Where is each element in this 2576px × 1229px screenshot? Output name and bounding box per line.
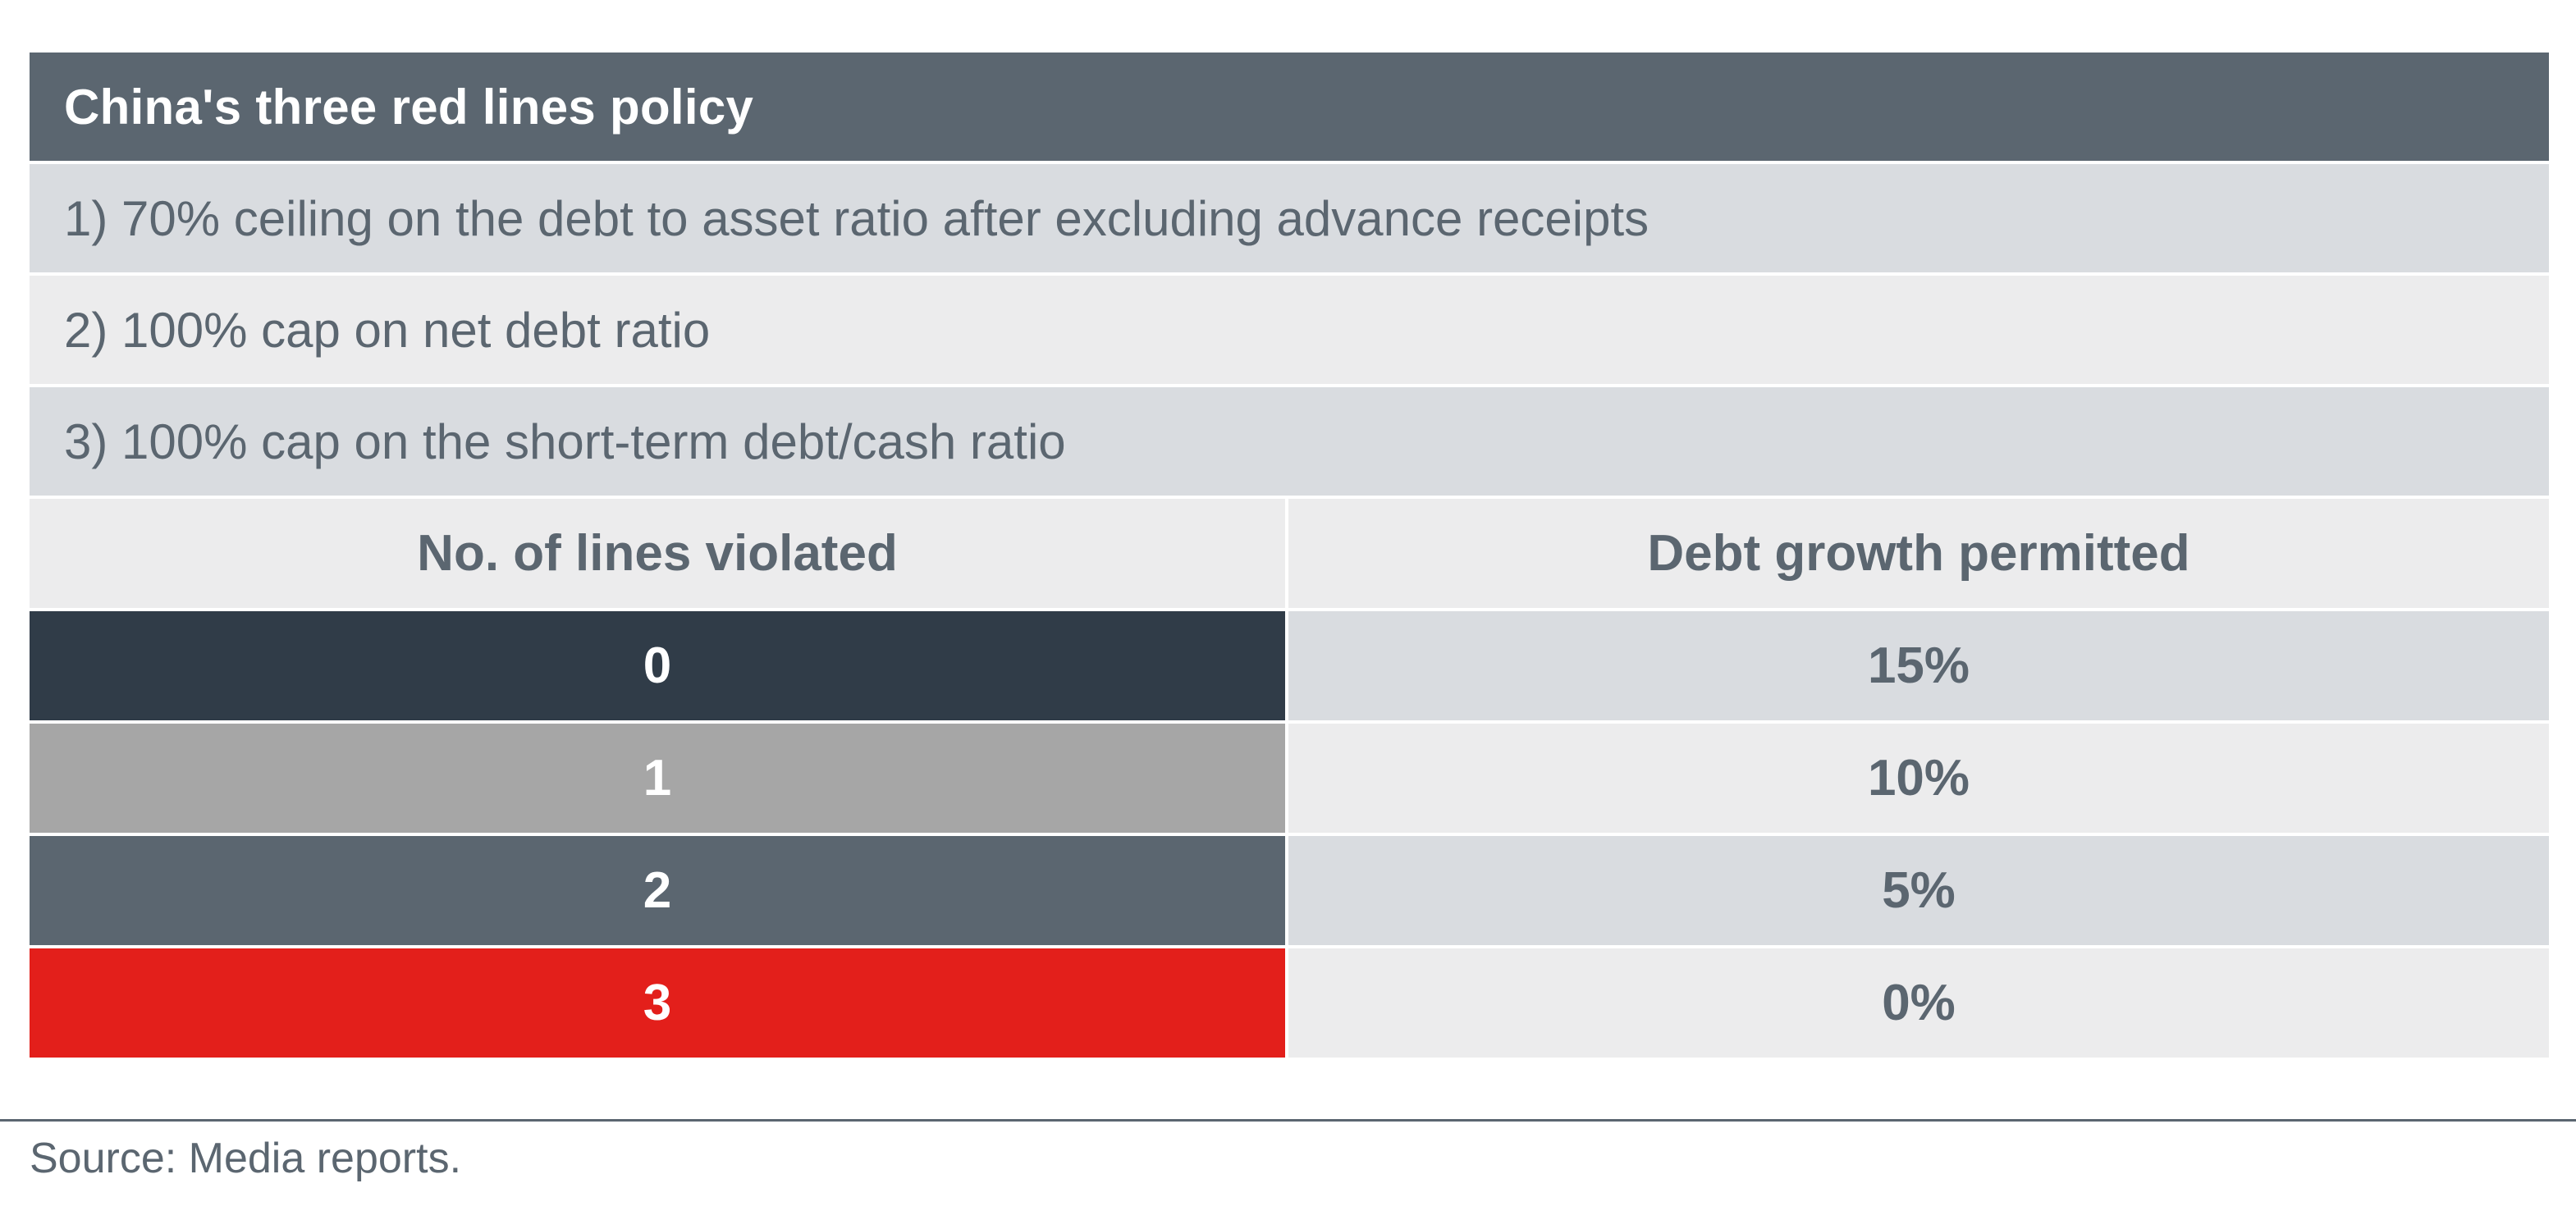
footer-divider — [0, 1119, 2576, 1122]
rule-text: 3) 100% cap on the short-term debt/cash … — [64, 413, 1066, 469]
column-header-debt-growth: Debt growth permitted — [1288, 499, 2549, 608]
debt-growth-cell: 10% — [1288, 724, 2549, 833]
lines-violated-cell: 0 — [30, 611, 1288, 720]
table-row: 2 5% — [30, 836, 2549, 948]
lines-violated-cell: 1 — [30, 724, 1288, 833]
column-header-lines-violated: No. of lines violated — [30, 499, 1288, 608]
red-lines-table: China's three red lines policy 1) 70% ce… — [30, 53, 2549, 1061]
rule-text: 2) 100% cap on net debt ratio — [64, 302, 711, 358]
source-note: Source: Media reports. — [30, 1135, 462, 1182]
table-row: 3 0% — [30, 948, 2549, 1061]
table-title: China's three red lines policy — [64, 79, 754, 135]
lines-violated-cell: 2 — [30, 836, 1288, 945]
table-row: 1 10% — [30, 724, 2549, 836]
table-title-row: China's three red lines policy — [30, 53, 2549, 164]
rule-row-3: 3) 100% cap on the short-term debt/cash … — [30, 387, 2549, 499]
debt-growth-cell: 0% — [1288, 948, 2549, 1058]
debt-growth-cell: 15% — [1288, 611, 2549, 720]
lines-violated-cell: 3 — [30, 948, 1288, 1058]
table-row: 0 15% — [30, 611, 2549, 724]
debt-growth-cell: 5% — [1288, 836, 2549, 945]
rule-row-1: 1) 70% ceiling on the debt to asset rati… — [30, 164, 2549, 276]
column-header-row: No. of lines violated Debt growth permit… — [30, 499, 2549, 611]
rule-row-2: 2) 100% cap on net debt ratio — [30, 276, 2549, 387]
rule-text: 1) 70% ceiling on the debt to asset rati… — [64, 190, 1649, 246]
